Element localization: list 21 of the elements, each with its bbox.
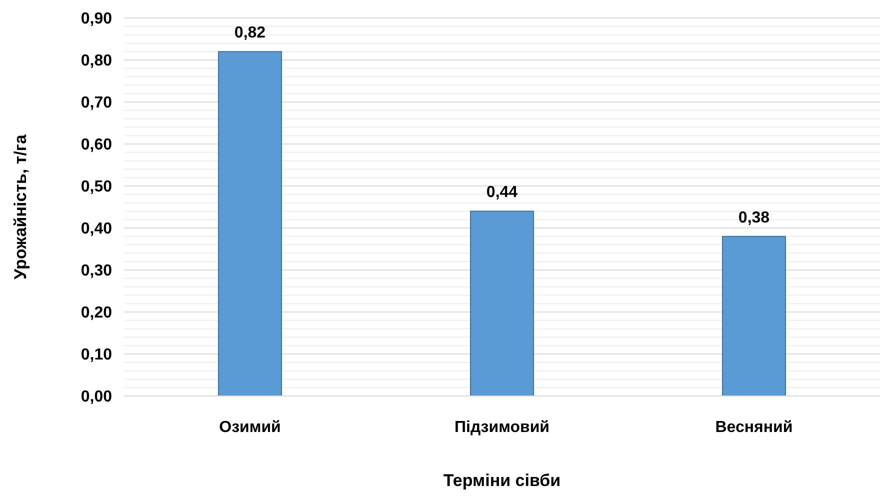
y-tick-label: 0,10 [80,346,112,364]
y-tick-label: 0,60 [80,136,112,154]
x-tick-label: Підзимовий [454,419,550,436]
data-label: 0,82 [234,24,266,42]
y-tick-label: 0,80 [80,52,112,70]
data-label: 0,44 [486,184,518,202]
x-axis-title: Терміни сівби [443,471,561,490]
y-tick-label: 0,20 [80,304,112,322]
y-tick-label: 0,90 [80,10,112,28]
bar [218,51,282,396]
y-tick-label: 0,50 [80,178,112,196]
y-axis-title: Урожайність, т/га [11,134,30,280]
x-tick-label: Весняний [715,419,793,436]
data-label: 0,38 [738,209,770,226]
y-tick-label: 0,00 [80,388,112,406]
y-tick-label: 0,70 [80,94,112,112]
bar [722,236,786,396]
y-tick-label: 0,30 [80,262,112,280]
x-tick-label: Озимий [219,419,281,436]
y-tick-label: 0,40 [80,220,112,238]
bar [470,210,534,396]
